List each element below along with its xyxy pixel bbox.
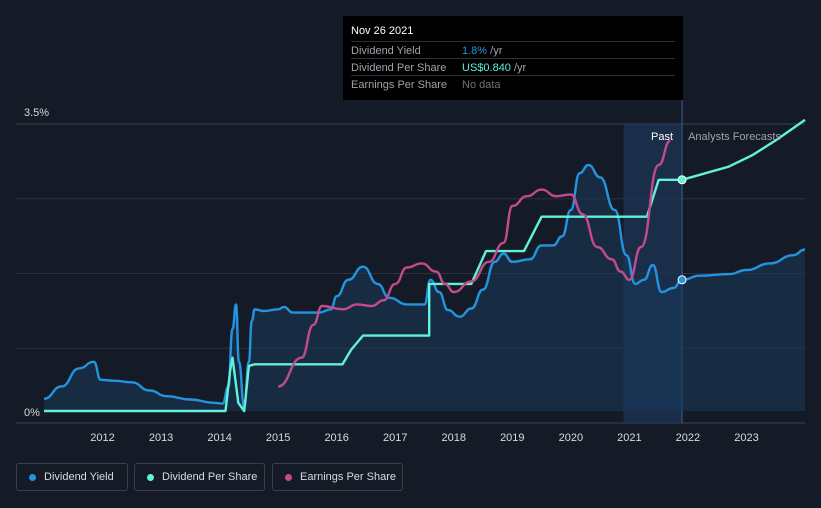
- legend-earnings-per-share[interactable]: Earnings Per Share: [272, 463, 403, 491]
- x-tick-label: 2012: [90, 432, 114, 444]
- tooltip-value: 1.8% /yr: [462, 45, 503, 57]
- legend-dividend-per-share[interactable]: Dividend Per Share: [134, 463, 265, 491]
- x-tick-label: 2017: [383, 432, 407, 444]
- tooltip-value: US$0.840 /yr: [462, 62, 527, 74]
- legend-label: Earnings Per Share: [300, 471, 396, 483]
- dividend-per-share-dot-icon: [147, 474, 154, 481]
- x-tick-label: 2019: [500, 432, 524, 444]
- y-axis-max-label: 3.5%: [24, 107, 49, 119]
- tooltip-label: Dividend Yield: [351, 45, 421, 57]
- past-label: Past: [651, 131, 673, 143]
- tooltip-row-dps: Dividend Per Share US$0.840 /yr: [351, 58, 675, 76]
- tooltip: Nov 26 2021 Dividend Yield 1.8% /yr Divi…: [343, 16, 683, 100]
- x-tick-label: 2022: [676, 432, 700, 444]
- forecast-label: Analysts Forecasts: [688, 131, 781, 143]
- tooltip-label: Dividend Per Share: [351, 62, 447, 74]
- x-tick-label: 2014: [207, 432, 231, 444]
- x-tick-label: 2015: [266, 432, 290, 444]
- legend-dividend-yield[interactable]: Dividend Yield: [16, 463, 128, 491]
- eps-line: [277, 139, 671, 388]
- tooltip-date: Nov 26 2021: [351, 25, 414, 37]
- dps-marker: [677, 175, 687, 185]
- dps-line: [44, 118, 806, 413]
- x-tick-label: 2018: [442, 432, 466, 444]
- tooltip-value: No data: [462, 79, 501, 91]
- x-tick-label: 2020: [559, 432, 583, 444]
- x-tick-label: 2021: [617, 432, 641, 444]
- legend-label: Dividend Yield: [44, 471, 114, 483]
- dividend-yield-area: [44, 165, 805, 411]
- tooltip-row-eps: Earnings Per Share No data: [351, 75, 675, 93]
- x-tick-label: 2013: [149, 432, 173, 444]
- x-tick-label: 2023: [734, 432, 758, 444]
- tooltip-label: Earnings Per Share: [351, 79, 447, 91]
- earnings-per-share-dot-icon: [285, 474, 292, 481]
- legend-label: Dividend Per Share: [162, 471, 258, 483]
- dividend-yield-dot-icon: [29, 474, 36, 481]
- x-tick-label: 2016: [324, 432, 348, 444]
- y-axis-min-label: 0%: [24, 407, 40, 419]
- tooltip-row-yield: Dividend Yield 1.8% /yr: [351, 41, 675, 59]
- yield-marker: [677, 275, 687, 285]
- yield-line: [43, 163, 806, 409]
